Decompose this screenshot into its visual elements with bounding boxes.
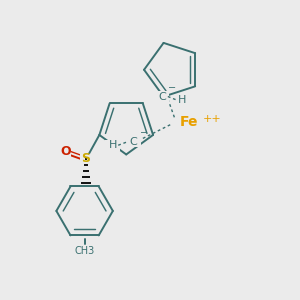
Text: H: H <box>109 140 117 150</box>
Text: CH3: CH3 <box>74 246 95 256</box>
Text: ++: ++ <box>203 114 222 124</box>
FancyBboxPatch shape <box>80 154 93 164</box>
Text: H: H <box>178 95 186 105</box>
Text: C: C <box>130 137 137 147</box>
FancyBboxPatch shape <box>177 114 206 129</box>
Text: S: S <box>82 152 91 165</box>
Text: −: − <box>168 83 177 93</box>
Text: −: − <box>140 128 148 138</box>
FancyBboxPatch shape <box>175 95 190 105</box>
FancyBboxPatch shape <box>126 136 141 147</box>
FancyBboxPatch shape <box>105 140 120 151</box>
Text: Fe: Fe <box>179 115 198 129</box>
FancyBboxPatch shape <box>59 146 71 157</box>
FancyBboxPatch shape <box>154 91 169 102</box>
Text: C: C <box>158 92 166 101</box>
Text: O: O <box>60 145 70 158</box>
